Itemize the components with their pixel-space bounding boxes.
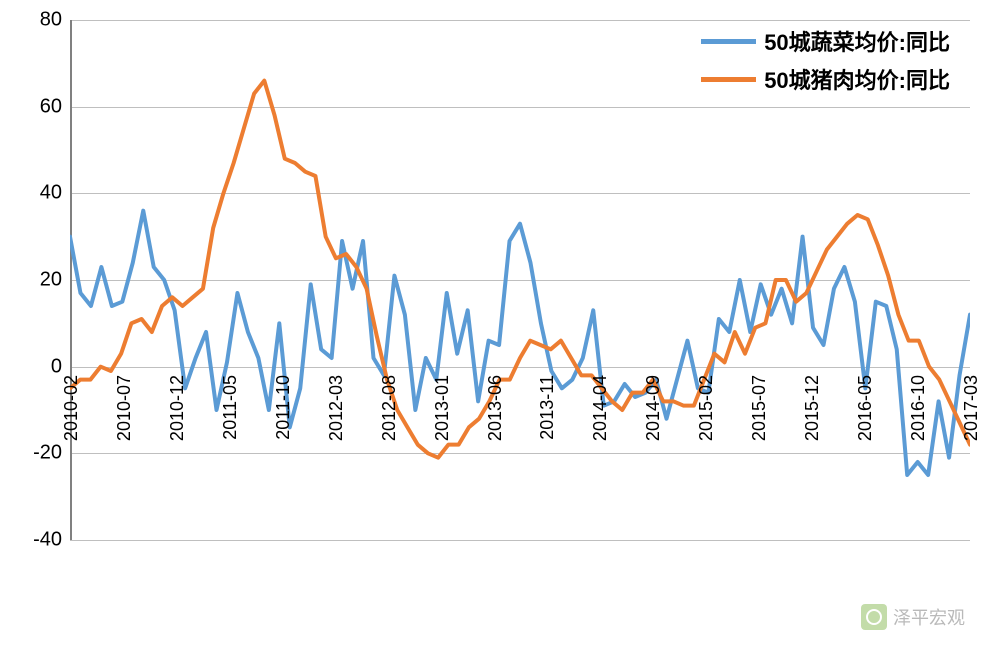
x-tick-label: 2010-12: [167, 375, 188, 441]
y-tick-label: 40: [40, 182, 62, 205]
x-tick-label: 2016-05: [855, 375, 876, 441]
x-tick-label: 2012-03: [326, 375, 347, 441]
legend: 50城蔬菜均价:同比 50城猪肉均价:同比: [701, 25, 950, 101]
x-tick-label: 2013-06: [485, 375, 506, 441]
chart-container: -40-20020406080 2010-022010-072010-12201…: [0, 0, 990, 648]
legend-swatch-pork: [701, 77, 756, 82]
legend-label-vegetable: 50城蔬菜均价:同比: [764, 25, 950, 57]
x-tick-label: 2017-03: [961, 375, 982, 441]
legend-label-pork: 50城猪肉均价:同比: [764, 63, 950, 95]
watermark-text: 泽平宏观: [893, 604, 965, 630]
gridline: [70, 540, 970, 541]
x-tick-label: 2011-05: [220, 375, 241, 440]
x-tick-label: 2011-10: [273, 375, 294, 440]
x-tick-label: 2012-08: [379, 375, 400, 441]
y-tick-label: 80: [40, 9, 62, 32]
wechat-icon: [861, 604, 887, 630]
legend-item-pork: 50城猪肉均价:同比: [701, 63, 950, 95]
y-tick-label: 20: [40, 269, 62, 292]
x-tick-label: 2015-07: [749, 375, 770, 441]
y-tick-label: -20: [33, 442, 62, 465]
series-pork-line: [70, 81, 970, 458]
x-tick-label: 2015-02: [696, 375, 717, 441]
watermark: 泽平宏观: [861, 604, 965, 630]
x-tick-label: 2014-04: [590, 375, 611, 441]
x-tick-label: 2015-12: [802, 375, 823, 441]
x-tick-label: 2016-10: [908, 375, 929, 441]
x-tick-label: 2013-01: [432, 375, 453, 441]
x-tick-label: 2014-09: [643, 375, 664, 441]
y-tick-label: 60: [40, 95, 62, 118]
x-tick-label: 2010-07: [114, 375, 135, 441]
y-tick-label: -40: [33, 529, 62, 552]
legend-item-vegetable: 50城蔬菜均价:同比: [701, 25, 950, 57]
x-tick-label: 2013-11: [537, 375, 558, 440]
x-tick-label: 2010-02: [61, 375, 82, 441]
legend-swatch-vegetable: [701, 39, 756, 44]
series-vegetable-line: [70, 211, 970, 475]
